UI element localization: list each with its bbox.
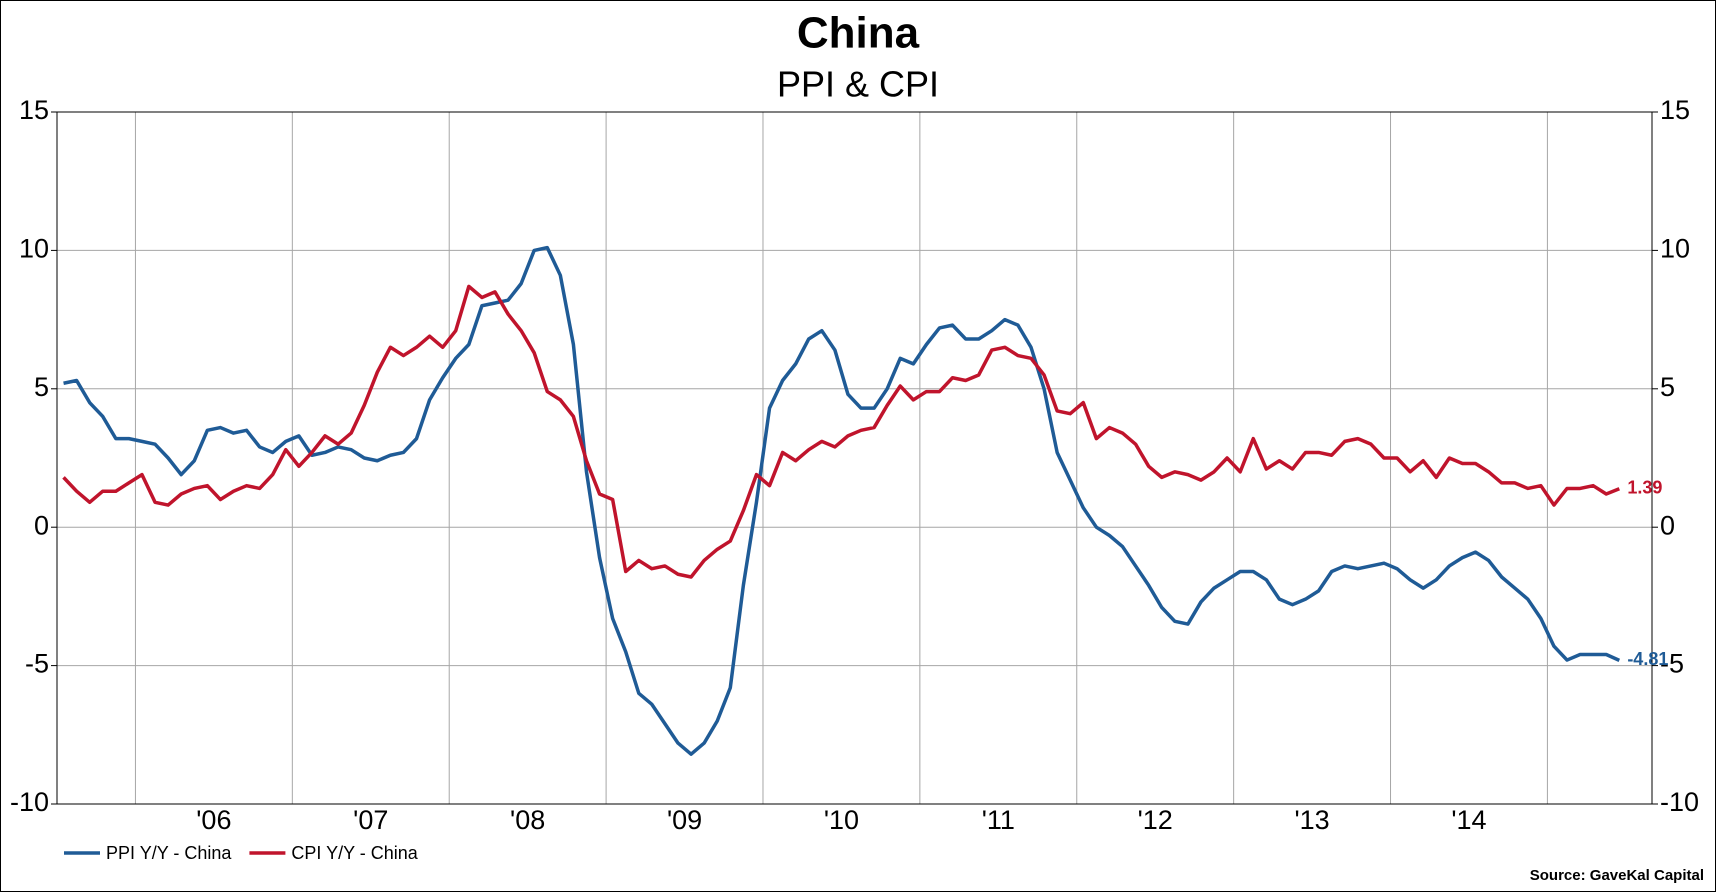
x-tick-label: '13 [1294,805,1329,835]
y-tick-label: 15 [19,95,49,125]
end-value-label: 1.39 [1627,477,1662,497]
y2-tick-label: -10 [1660,787,1699,817]
legend-label: PPI Y/Y - China [106,843,232,863]
x-tick-label: '10 [824,805,859,835]
y-tick-label: 10 [19,234,49,264]
y2-tick-label: -5 [1660,649,1684,679]
x-tick-label: '07 [353,805,388,835]
plot-border [56,111,1653,805]
x-tick-label: '08 [510,805,545,835]
x-tick-label: '11 [982,805,1015,835]
chart-subtitle: PPI & CPI [777,64,939,105]
x-tick-label: '09 [667,805,702,835]
y2-tick-label: 5 [1660,372,1675,402]
y2-tick-label: 0 [1660,510,1675,540]
y-tick-label: -5 [25,649,49,679]
source: Source: GaveKal Capital [1530,867,1704,884]
series-line [62,284,1620,579]
x-tick-label: '12 [1138,805,1173,835]
x-tick-label: '06 [196,805,231,835]
y-tick-label: 0 [34,510,49,540]
chart-title: China [797,9,920,58]
x-tick-label: '14 [1451,805,1486,835]
y2-tick-label: 15 [1660,95,1690,125]
series-line [63,245,1621,756]
y-tick-label: -10 [10,787,49,817]
y2-tick-label: 10 [1660,234,1690,264]
y-tick-label: 5 [34,372,49,402]
end-value-label: -4.81 [1627,649,1668,669]
legend-label: CPI Y/Y - China [291,843,418,863]
